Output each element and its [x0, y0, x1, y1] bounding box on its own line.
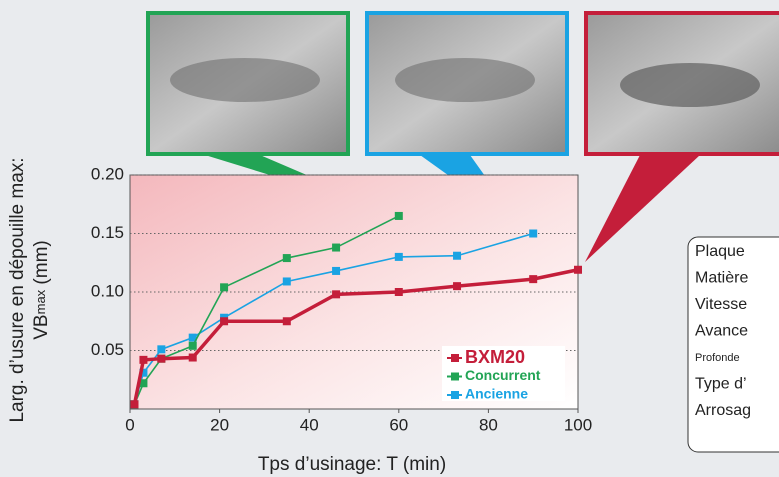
- marker: [157, 345, 165, 353]
- legend-marker: [451, 354, 459, 362]
- y-tick-label: 0.15: [91, 223, 124, 242]
- marker: [529, 230, 537, 238]
- photo-detail: [395, 58, 535, 102]
- marker: [332, 267, 340, 275]
- marker: [189, 342, 197, 350]
- info-line: Vitesse: [695, 296, 747, 313]
- info-line: Arrosag: [695, 402, 751, 419]
- marker: [189, 354, 197, 362]
- x-tick-label: 0: [125, 415, 134, 434]
- chart: 0.05 0.10 0.15 0.20 0 20 40 60 80 100 Plaque Matiè…: [0, 0, 779, 477]
- x-tick-label: 40: [300, 415, 319, 434]
- legend-label: Ancienne: [465, 386, 528, 402]
- marker: [453, 282, 461, 290]
- page: 0.05 0.10 0.15 0.20 0 20 40 60 80 100 Plaque Matiè…: [0, 0, 779, 477]
- y-axis-label: Larg. d’usure en dépouille max:: [7, 157, 28, 422]
- marker: [283, 317, 291, 325]
- x-tick-label: 80: [479, 415, 498, 434]
- marker: [395, 212, 403, 220]
- marker: [395, 288, 403, 296]
- marker: [220, 317, 228, 325]
- marker: [332, 290, 340, 298]
- y-tick-label: 0.20: [91, 164, 124, 183]
- y-axis-label: VBmax (mm): [31, 240, 52, 340]
- marker: [130, 400, 138, 408]
- info-line: Type d’: [695, 376, 747, 393]
- y-label-sub: max: [33, 289, 48, 314]
- marker: [332, 244, 340, 252]
- info-line: Avance: [695, 323, 748, 340]
- marker: [283, 277, 291, 285]
- x-axis-label: Tps d’usinage: T (min): [258, 454, 446, 475]
- legend-marker: [451, 391, 459, 399]
- marker: [283, 254, 291, 262]
- legend-label: Concurrent: [465, 367, 541, 383]
- marker: [395, 253, 403, 261]
- marker: [220, 283, 228, 291]
- x-tick-label: 60: [389, 415, 408, 434]
- x-tick-label: 20: [210, 415, 229, 434]
- marker: [574, 266, 582, 274]
- legend-label: BXM20: [465, 347, 525, 367]
- marker: [157, 355, 165, 363]
- y-label-part: VB: [31, 314, 52, 339]
- x-tick-label: 100: [564, 415, 592, 434]
- info-line: Matière: [695, 270, 748, 287]
- y-tick-label: 0.10: [91, 281, 124, 300]
- legend-marker: [451, 373, 459, 381]
- y-label-part: (mm): [31, 240, 52, 290]
- marker: [529, 275, 537, 283]
- info-line: Plaque: [695, 243, 745, 260]
- photo-detail: [620, 63, 760, 107]
- marker: [139, 356, 147, 364]
- callout: [585, 155, 700, 262]
- marker: [453, 252, 461, 260]
- y-tick-label: 0.05: [91, 340, 124, 359]
- photo-detail: [170, 58, 320, 102]
- info-line: Profonde: [695, 352, 740, 364]
